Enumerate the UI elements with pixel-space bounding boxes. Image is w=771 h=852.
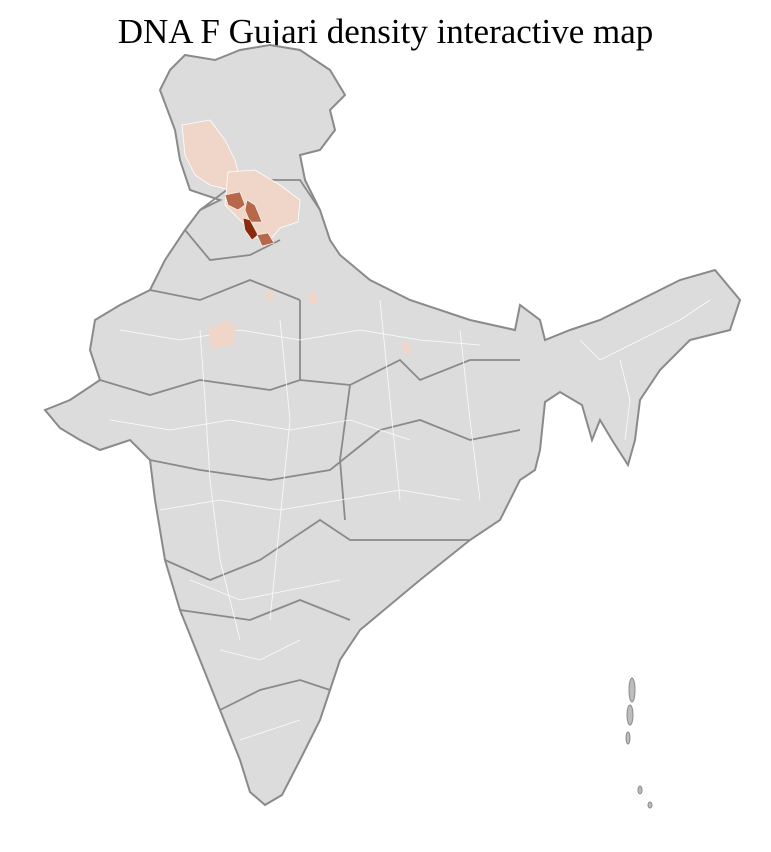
region-mid-2[interactable] — [244, 199, 263, 223]
andaman-islands — [625, 677, 653, 809]
region-mid-3[interactable] — [256, 232, 275, 247]
region-mid-1[interactable] — [224, 191, 246, 211]
map-title: DNA F Gujari density interactive map — [117, 12, 654, 51]
region-rajasthan-low[interactable] — [208, 320, 236, 348]
region-haryana-low[interactable] — [266, 290, 274, 302]
density-regions — [181, 119, 411, 354]
region-up-east-low[interactable] — [402, 340, 411, 354]
district-borders — [109, 299, 711, 741]
region-high[interactable] — [242, 217, 259, 241]
region-up-west-low[interactable] — [308, 290, 318, 305]
